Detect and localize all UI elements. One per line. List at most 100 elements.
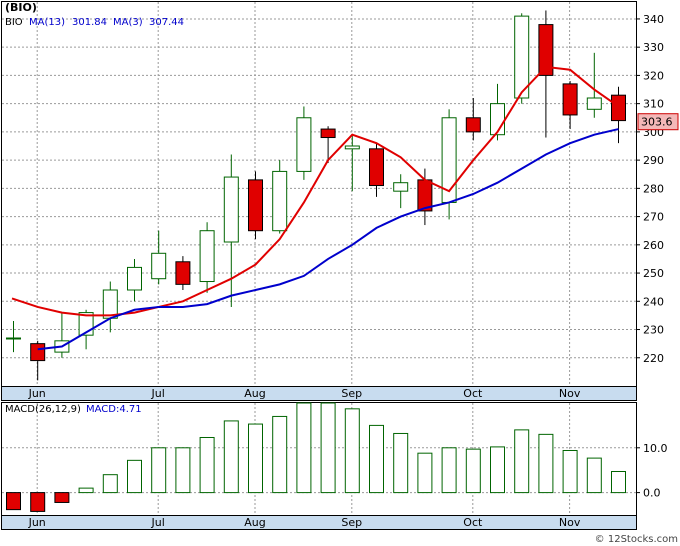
price-month-label: Jun [28, 387, 46, 400]
candle-body-up [272, 170, 288, 232]
macd-bar [490, 446, 505, 494]
candle-body-down [30, 343, 46, 362]
candle-body-down [611, 94, 626, 122]
macd-bar [248, 423, 263, 494]
price-candles [6, 10, 626, 381]
candle [393, 174, 409, 209]
price-tick-label: 280 [643, 182, 664, 195]
price-month-label: Nov [559, 387, 581, 400]
legend-symbol: BIO [5, 17, 23, 28]
macd-bar [514, 429, 530, 494]
macd-bar [272, 415, 288, 494]
candle [320, 126, 336, 163]
macd-bar [465, 448, 481, 494]
price-tick-label: 220 [643, 352, 664, 365]
price-month-label: Oct [463, 387, 483, 400]
candle-body-down [562, 83, 578, 116]
watermark: © 12Stocks.com [595, 534, 678, 545]
price-tick-label: 290 [643, 154, 664, 167]
price-tick-label: 260 [643, 239, 664, 252]
price-date-strip [1, 386, 637, 401]
macd-bar [199, 436, 215, 494]
candle [223, 154, 239, 307]
macd-y-axis: 0.0 10.0 [636, 442, 668, 500]
legend-ma3-label: MA(3) [113, 17, 143, 28]
macd-legend-label: MACD(26,12,9) [5, 404, 81, 415]
macd-bar [54, 492, 70, 503]
candle-body-down [465, 117, 481, 133]
macd-bar [175, 447, 191, 494]
candle [514, 13, 530, 104]
candle [127, 258, 142, 302]
macd-date-strip [1, 515, 637, 530]
macd-bar [78, 487, 94, 494]
macd-bar [6, 492, 21, 511]
candle-body-down [175, 261, 191, 285]
candle-body-down [320, 128, 336, 139]
macd-bar [611, 470, 626, 494]
macd-tick-label: 10.0 [643, 442, 668, 455]
candle [30, 340, 46, 381]
legend-ma13-label: MA(13) [29, 17, 65, 28]
candle [441, 109, 457, 220]
ma13-line [37, 128, 619, 351]
macd-bar [30, 492, 46, 512]
price-x-axis: Jun Jul Aug Sep Oct Nov [28, 387, 581, 400]
macd-bar [127, 459, 142, 494]
macd-bar [151, 447, 167, 494]
macd-bar [223, 420, 239, 494]
candle-body-down [369, 148, 384, 187]
candle-body-down [248, 179, 263, 232]
candle [611, 86, 626, 144]
legend-ma3-value: 307.44 [149, 17, 184, 28]
macd-x-axis: Jun Jul Aug Sep Oct Nov [28, 516, 581, 529]
legend-ma13-value: 301.84 [72, 17, 107, 28]
macd-legend-value: MACD:4.71 [86, 404, 142, 415]
candle-body-down [538, 24, 554, 76]
candle [586, 52, 602, 118]
candle [175, 256, 191, 290]
macd-bar [538, 433, 554, 494]
candle [538, 10, 554, 138]
price-month-label: Sep [341, 387, 362, 400]
candle-body-up [586, 97, 602, 110]
candle [369, 143, 384, 197]
ma3-line [11, 65, 620, 317]
macd-panel [1, 402, 637, 516]
candle [296, 106, 312, 180]
moving-averages [11, 65, 620, 351]
candle [272, 160, 288, 234]
macd-bar [417, 452, 433, 494]
macd-month-label: Aug [244, 516, 265, 529]
macd-bar [441, 447, 457, 494]
macd-month-label: Nov [559, 516, 581, 529]
candle [151, 230, 167, 285]
candle [199, 222, 215, 293]
macd-bar [102, 474, 118, 494]
macd-bars [6, 402, 626, 512]
last-price-box [637, 113, 679, 131]
last-price-label: 303.6 [641, 116, 673, 129]
macd-month-label: Jun [28, 516, 46, 529]
price-month-label: Jul [151, 387, 165, 400]
candle [344, 134, 360, 192]
candle-body-up [296, 117, 312, 172]
price-tick-label: 340 [643, 13, 664, 26]
candle-body-up [199, 230, 215, 283]
price-tick-label: 270 [643, 211, 664, 224]
candle [465, 98, 481, 141]
macd-tick-label: 0.0 [643, 487, 661, 500]
candle-body-up [514, 15, 530, 99]
macd-bar [562, 449, 578, 494]
price-tick-label: 320 [643, 69, 664, 82]
price-tick-label: 310 [643, 98, 664, 111]
macd-bar [586, 457, 602, 494]
macd-bar [369, 424, 384, 494]
macd-month-label: Jul [151, 516, 165, 529]
price-panel [1, 1, 637, 387]
candle [102, 281, 118, 333]
macd-bar [320, 402, 336, 494]
macd-month-label: Oct [463, 516, 483, 529]
